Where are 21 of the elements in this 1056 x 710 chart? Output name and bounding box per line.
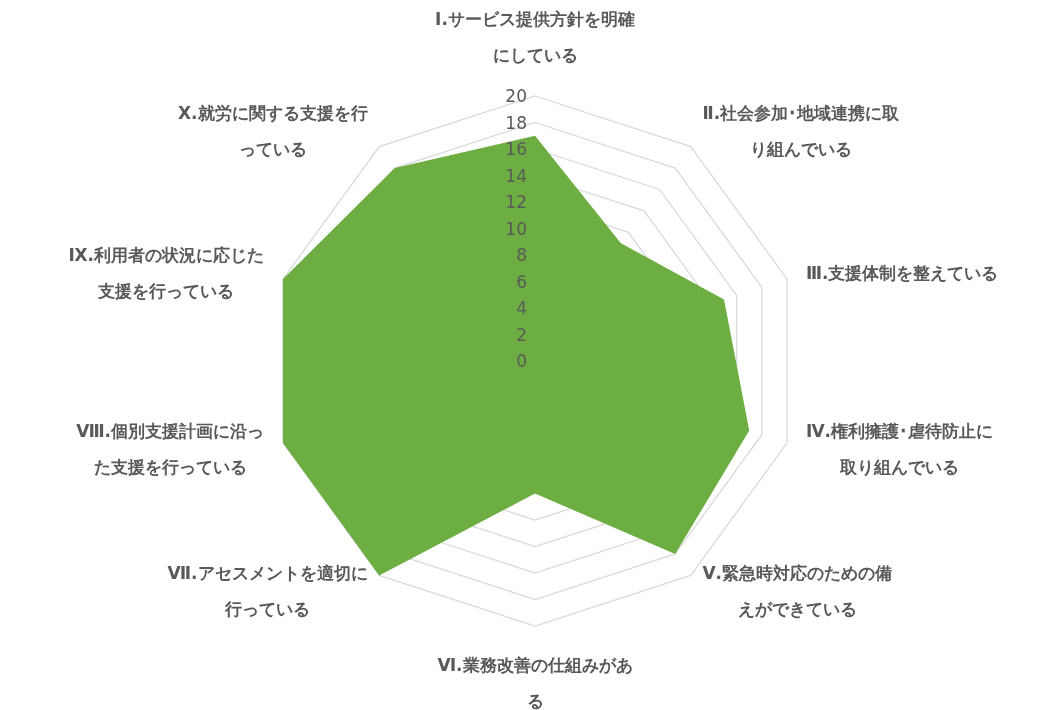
spoke-label: Ⅷ.個別支援計画に沿った支援を行っている bbox=[76, 421, 265, 478]
y-tick-label: 18 bbox=[505, 112, 527, 133]
spoke-label: Ⅴ.緊急時対応のための備えができている bbox=[702, 563, 893, 620]
spoke-label: Ⅶ.アセスメントを適切に行っている bbox=[167, 563, 368, 620]
y-tick-label: 6 bbox=[516, 271, 527, 292]
spoke-label: Ⅹ.就労に関する支援を行っている bbox=[177, 102, 368, 159]
y-tick-label: 20 bbox=[505, 86, 527, 106]
spoke-label: Ⅲ.支援体制を整えている bbox=[805, 262, 999, 283]
y-tick-label: 0 bbox=[516, 351, 527, 371]
y-tick-label: 8 bbox=[516, 245, 527, 265]
spoke-label: Ⅱ.社会参加･地域連携に取り組んでいる bbox=[702, 102, 901, 159]
y-tick-label: 14 bbox=[505, 165, 527, 186]
spoke-label: Ⅰ.サービス提供方針を明確にしている bbox=[435, 8, 635, 65]
spoke-label: Ⅵ.業務改善の仕組みがある bbox=[437, 655, 633, 710]
y-tick-label: 10 bbox=[505, 218, 527, 239]
spoke-label: Ⅳ.権利擁護･虐待防止に取り組んでいる bbox=[805, 421, 994, 478]
y-tick-label: 16 bbox=[505, 139, 527, 159]
spoke-label: Ⅸ.利用者の状況に応じた支援を行っている bbox=[68, 244, 265, 301]
y-tick-label: 12 bbox=[505, 192, 527, 212]
y-tick-label: 2 bbox=[516, 324, 527, 345]
y-tick-label: 4 bbox=[516, 298, 527, 318]
